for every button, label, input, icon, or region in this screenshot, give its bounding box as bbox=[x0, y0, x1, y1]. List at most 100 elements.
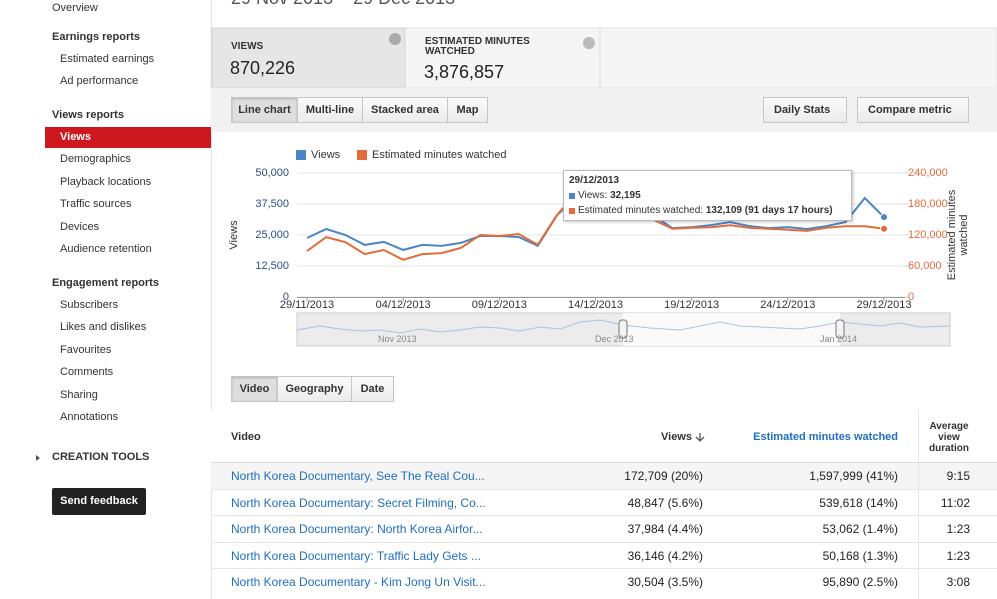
y-tick-label: 0 bbox=[283, 291, 289, 303]
y2-tick-label: 180,000 bbox=[908, 198, 948, 210]
nav-link[interactable]: Overview bbox=[52, 2, 98, 14]
nav-link[interactable]: Playback locations bbox=[60, 175, 152, 188]
row-highlight bbox=[211, 463, 997, 489]
sort-arrow-icon bbox=[695, 433, 705, 442]
tooltip-row: Views: 32,195 bbox=[578, 189, 641, 203]
y-tick-label: 50,000 bbox=[255, 167, 289, 179]
duration-cell: 3:08 bbox=[946, 575, 970, 590]
nav-link[interactable]: Subscribers bbox=[60, 299, 119, 311]
metric-label[interactable]: ESTIMATED MINUTES WATCHED bbox=[425, 36, 530, 57]
video-title[interactable]: North Korea Documentary, See The Real Co… bbox=[231, 469, 485, 483]
column-header: Video bbox=[231, 431, 261, 443]
metric-label[interactable]: VIEWS bbox=[231, 41, 264, 52]
metric-value[interactable]: 870,226 bbox=[230, 58, 296, 78]
table-header-bg bbox=[211, 410, 997, 462]
nav-link[interactable]: Estimated earnings bbox=[60, 53, 155, 65]
row-border bbox=[211, 489, 997, 490]
x-tick-label: 19/12/2013 bbox=[664, 299, 719, 311]
tooltip bbox=[563, 170, 852, 221]
chart-type-button[interactable]: Map bbox=[447, 97, 488, 123]
help-icon[interactable] bbox=[583, 37, 595, 49]
minutes-cell: 95,890 (2.5%) bbox=[822, 575, 898, 590]
nav-section-title: Engagement reports bbox=[52, 277, 159, 289]
y2-tick-label: 120,000 bbox=[908, 229, 948, 241]
minutes-cell: 1,597,999 (41%) bbox=[809, 469, 898, 483]
minutes-cell: 50,168 (1.3%) bbox=[822, 548, 898, 563]
video-title[interactable]: North Korea Documentary: Secret Filming,… bbox=[231, 495, 486, 510]
chart-type-button[interactable]: Multi-line bbox=[297, 97, 363, 123]
date-range: 29 Nov 2013 – 29 Dec 2013 bbox=[231, 0, 455, 7]
tooltip-swatch bbox=[569, 208, 575, 214]
views-cell: 36,146 (4.2%) bbox=[627, 548, 703, 563]
nav-link[interactable]: Views bbox=[60, 131, 91, 143]
option-button[interactable]: Daily Stats bbox=[763, 97, 847, 123]
minutes-cell: 539,618 (14%) bbox=[819, 495, 898, 510]
tooltip-swatch bbox=[569, 193, 575, 199]
nav-link[interactable]: Likes and dislikes bbox=[60, 321, 147, 334]
tooltip-row: Estimated minutes watched: 132,109 (91 d… bbox=[578, 204, 833, 218]
nav-link[interactable]: Favourites bbox=[60, 343, 112, 356]
y-axis-label: Views bbox=[228, 220, 240, 250]
y-tick-label: 37,500 bbox=[255, 198, 289, 210]
nav-link[interactable]: Ad performance bbox=[60, 75, 139, 88]
duration-cell: 1:23 bbox=[946, 522, 970, 537]
legend-label[interactable]: Estimated minutes watched bbox=[372, 149, 507, 161]
tooltip-value: 32,195 bbox=[610, 190, 641, 201]
navigator-label: Jan 2014 bbox=[820, 334, 858, 344]
table-tab[interactable]: Video bbox=[231, 376, 278, 402]
metric-value[interactable]: 3,876,857 bbox=[424, 62, 505, 82]
tooltip-label: Estimated minutes watched: bbox=[578, 205, 704, 216]
video-title[interactable]: North Korea Documentary: Traffic Lady Ge… bbox=[231, 548, 481, 563]
nav-link[interactable]: Traffic sources bbox=[60, 198, 132, 211]
column-header[interactable]: Average view duration bbox=[929, 421, 969, 454]
table-tab[interactable]: Geography bbox=[277, 376, 352, 402]
video-title[interactable]: North Korea Documentary: North Korea Air… bbox=[231, 522, 483, 537]
chart-type-button[interactable]: Stacked area bbox=[362, 97, 448, 123]
views-cell: 172,709 (20%) bbox=[624, 469, 703, 483]
feedback-button[interactable]: Send feedback bbox=[52, 488, 146, 515]
y2-tick-label: 60,000 bbox=[908, 260, 942, 272]
table-tab[interactable]: Date bbox=[351, 376, 394, 402]
y-tick-label: 12,500 bbox=[255, 260, 289, 272]
duration-cell: 9:15 bbox=[946, 469, 970, 483]
chart-type-button[interactable]: Line chart bbox=[231, 97, 298, 123]
legend-label[interactable]: Views bbox=[311, 149, 341, 161]
tooltip-date: 29/12/2013 bbox=[569, 175, 620, 186]
navigator-label: Dec 2013 bbox=[595, 334, 634, 344]
y2-tick-label: 0 bbox=[908, 291, 914, 303]
option-button[interactable]: Compare metric bbox=[857, 97, 969, 123]
metric-selected-bg bbox=[211, 27, 406, 89]
help-icon[interactable] bbox=[389, 33, 401, 45]
navigator-handle[interactable] bbox=[835, 319, 845, 339]
nav-link[interactable]: Audience retention bbox=[60, 243, 152, 255]
row-border bbox=[211, 515, 997, 516]
row-border bbox=[211, 542, 997, 543]
navigator-handle[interactable] bbox=[618, 319, 628, 339]
navigator-label: Nov 2013 bbox=[378, 334, 417, 344]
column-header[interactable]: Estimated minutes watched bbox=[753, 431, 898, 443]
hover-point bbox=[880, 224, 888, 233]
legend-swatch bbox=[296, 150, 306, 160]
column-header[interactable]: Views bbox=[661, 431, 692, 443]
y-tick-label: 25,000 bbox=[255, 229, 289, 241]
x-tick-label: 09/12/2013 bbox=[472, 299, 527, 311]
nav-link[interactable]: Comments bbox=[60, 366, 114, 379]
legend-swatch bbox=[357, 150, 367, 160]
nav-section-title: Views reports bbox=[52, 109, 124, 121]
y2-axis-label: Estimated minutes watched bbox=[946, 189, 970, 281]
video-title[interactable]: North Korea Documentary - Kim Jong Un Vi… bbox=[231, 575, 486, 590]
y2-tick-label: 240,000 bbox=[908, 167, 948, 179]
views-cell: 30,504 (3.5%) bbox=[627, 575, 703, 590]
minutes-cell: 53,062 (1.4%) bbox=[822, 522, 898, 537]
nav-link[interactable]: Annotations bbox=[60, 411, 119, 423]
tooltip-value: 132,109 (91 days 17 hours) bbox=[705, 205, 833, 216]
nav-section-title[interactable]: CREATION TOOLS bbox=[52, 451, 150, 463]
nav-section-title: Earnings reports bbox=[52, 31, 141, 43]
nav-link[interactable]: Devices bbox=[60, 220, 100, 233]
nav-link[interactable]: Sharing bbox=[60, 388, 98, 401]
views-cell: 48,847 (5.6%) bbox=[627, 495, 703, 510]
navigator-window bbox=[623, 313, 840, 346]
nav-selected-bg bbox=[45, 127, 211, 148]
nav-link[interactable]: Demographics bbox=[60, 153, 131, 166]
